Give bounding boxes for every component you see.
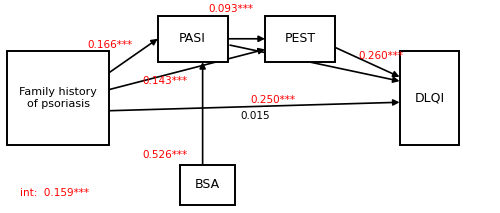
Text: 0.093***: 0.093***: [208, 4, 254, 14]
FancyBboxPatch shape: [7, 52, 109, 145]
Text: BSA: BSA: [195, 178, 220, 191]
FancyBboxPatch shape: [158, 16, 228, 62]
Text: 0.260***: 0.260***: [358, 51, 403, 61]
Text: int:  0.159***: int: 0.159***: [20, 188, 88, 198]
Text: PEST: PEST: [284, 32, 316, 45]
Text: 0.015: 0.015: [240, 111, 270, 121]
Text: Family history
of psoriasis: Family history of psoriasis: [19, 87, 97, 109]
Text: 0.526***: 0.526***: [142, 150, 188, 160]
FancyBboxPatch shape: [400, 52, 460, 145]
FancyBboxPatch shape: [265, 16, 335, 62]
Text: DLQI: DLQI: [414, 92, 444, 105]
Text: 0.166***: 0.166***: [88, 40, 133, 50]
Text: PASI: PASI: [179, 32, 206, 45]
Text: 0.143***: 0.143***: [142, 76, 188, 86]
FancyBboxPatch shape: [180, 165, 235, 205]
Text: 0.250***: 0.250***: [250, 95, 295, 105]
